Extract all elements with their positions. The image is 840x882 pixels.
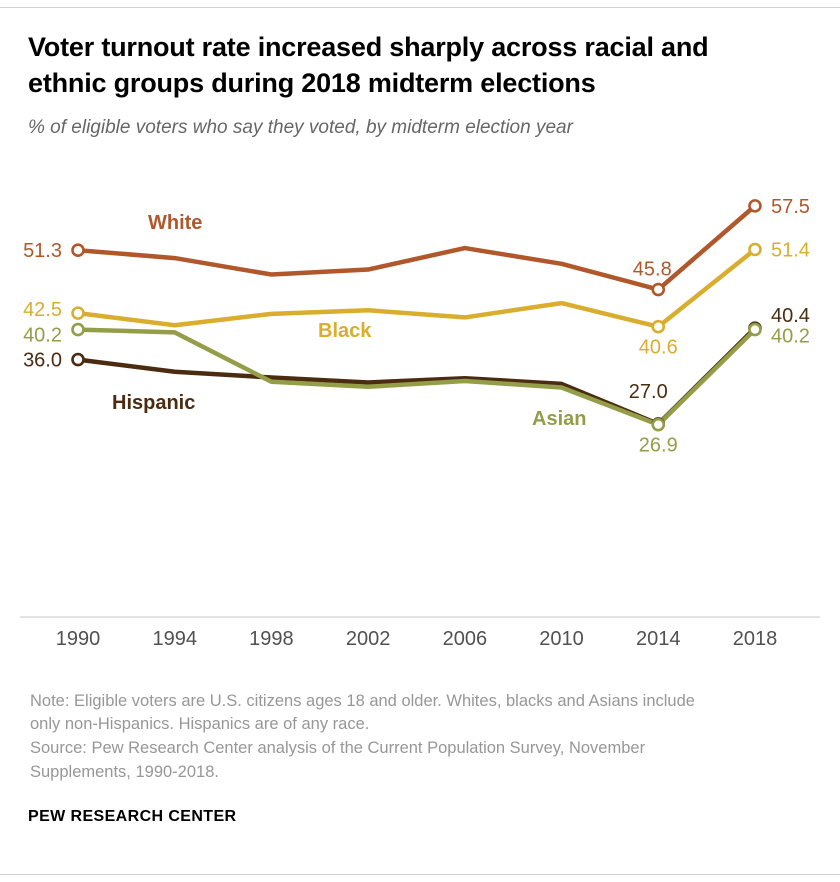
page-title: Voter turnout rate increased sharply acr… bbox=[28, 32, 709, 98]
value-label-white-1990: 51.3 bbox=[23, 240, 62, 262]
value-label-black-2018: 51.4 bbox=[771, 240, 810, 262]
value-label-white-2014: 45.8 bbox=[633, 259, 672, 281]
note-text-line: only non-Hispanics. Hispanics are of any… bbox=[30, 715, 370, 734]
data-point-white-2014 bbox=[651, 282, 666, 297]
series-line-asian bbox=[75, 327, 758, 428]
brand-footer: PEW RESEARCH CENTER bbox=[28, 807, 237, 825]
value-label-black-2014: 40.6 bbox=[639, 337, 678, 359]
data-point-black-2014 bbox=[651, 320, 666, 334]
chart-canvas: 1990 1994 1998 2002 2006 2010 2014 2018 White 51.… bbox=[20, 196, 820, 650]
note-text-line: Note: Eligible voters are U.S. citizens … bbox=[30, 692, 695, 711]
notes-block: Note: Eligible voters are U.S. citizens … bbox=[0, 690, 840, 783]
value-label-asian-1990: 40.2 bbox=[23, 325, 62, 347]
value-label-black-1990: 42.5 bbox=[23, 299, 62, 321]
x-tick-label-2006: 2006 bbox=[443, 628, 488, 650]
chart-subtitle: % of eligible voters who say they voted,… bbox=[28, 117, 573, 139]
data-point-asian-1990 bbox=[71, 323, 85, 337]
source-text-line: Supplements, 1990-2018. bbox=[30, 762, 219, 781]
value-label-white-2018: 57.5 bbox=[771, 196, 810, 218]
source-text-line: Source: Pew Research Center analysis of … bbox=[30, 739, 646, 758]
data-point-asian-2014 bbox=[651, 418, 666, 432]
value-label-hispanic-1990: 36.0 bbox=[23, 350, 62, 372]
series-label-black: Black bbox=[318, 320, 372, 342]
data-point-black-1990 bbox=[71, 306, 85, 321]
series-label-white: White bbox=[148, 212, 202, 234]
x-tick-label-2010: 2010 bbox=[539, 628, 584, 650]
x-tick-label-2014: 2014 bbox=[636, 628, 681, 650]
value-label-asian-2018: 40.2 bbox=[771, 326, 810, 348]
line-chart: 1990 1994 1998 2002 2006 2010 2014 2018 White 51.… bbox=[0, 167, 840, 672]
x-tick-label-2018: 2018 bbox=[733, 628, 778, 650]
series-label-hispanic: Hispanic bbox=[112, 392, 195, 414]
series-line-white bbox=[75, 203, 758, 293]
value-label-asian-2014: 26.9 bbox=[639, 435, 678, 457]
bottom-divider bbox=[0, 874, 840, 875]
value-label-hispanic-2014: 27.0 bbox=[629, 381, 668, 403]
top-divider bbox=[0, 7, 840, 8]
data-point-black-2018 bbox=[748, 242, 762, 257]
data-point-hispanic-1990 bbox=[71, 353, 85, 367]
series-label-asian: Asian bbox=[532, 408, 586, 430]
value-label-hispanic-2018: 40.4 bbox=[771, 305, 810, 327]
series-line-black bbox=[75, 247, 758, 330]
x-tick-label-2002: 2002 bbox=[346, 628, 391, 650]
x-tick-label-1998: 1998 bbox=[249, 628, 294, 650]
data-point-white-2018 bbox=[748, 199, 762, 213]
x-tick-label-1994: 1994 bbox=[152, 628, 197, 650]
x-tick-label-1990: 1990 bbox=[56, 628, 101, 650]
data-point-white-1990 bbox=[71, 243, 85, 258]
data-point-asian-2018 bbox=[748, 323, 762, 337]
